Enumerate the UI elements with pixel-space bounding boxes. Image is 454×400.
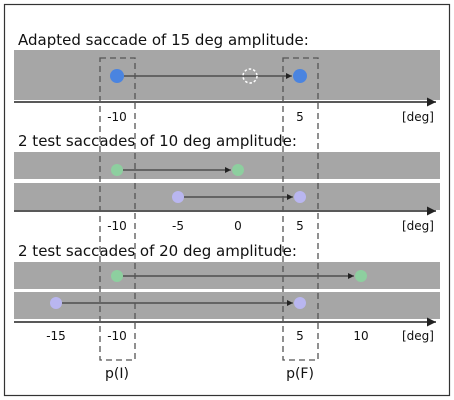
final-region-box	[282, 57, 319, 361]
tick-label: 5	[296, 110, 304, 124]
saccade-track	[14, 152, 440, 179]
saccade-track	[14, 292, 440, 319]
saccade-end-dot	[355, 270, 367, 282]
saccade-start-dot	[110, 69, 124, 83]
saccade-track	[14, 50, 440, 100]
initial-region-label: p(I)	[105, 366, 129, 382]
section-heading: 2 test saccades of 20 deg amplitude:	[18, 242, 297, 260]
original-target-marker	[242, 68, 258, 84]
saccade-end-dot	[232, 164, 244, 176]
tick-label: -10	[107, 110, 127, 124]
tick-label: -10	[107, 219, 127, 233]
axis-unit-label: [deg]	[402, 219, 434, 233]
section-adapted: Adapted saccade of 15 deg amplitude: -10…	[14, 31, 440, 124]
final-region-label: p(F)	[286, 366, 314, 382]
axis-unit-label: [deg]	[402, 110, 434, 124]
tick-label: -15	[46, 329, 66, 343]
tick-label: 5	[296, 329, 304, 343]
tick-label: 0	[234, 219, 242, 233]
saccade-start-dot	[172, 191, 184, 203]
saccade-start-dot	[111, 270, 123, 282]
tick-label: 10	[353, 329, 368, 343]
saccade-start-dot	[50, 297, 62, 309]
initial-region-box	[99, 57, 136, 361]
axis-unit-label: [deg]	[402, 329, 434, 343]
saccade-end-dot	[293, 69, 307, 83]
figure-frame	[3, 3, 451, 397]
section-heading: Adapted saccade of 15 deg amplitude:	[18, 31, 309, 49]
section-heading: 2 test saccades of 10 deg amplitude:	[18, 132, 297, 150]
saccade-end-dot	[294, 297, 306, 309]
tick-label: -5	[172, 219, 184, 233]
saccade-end-dot	[294, 191, 306, 203]
section-test-20: 2 test saccades of 20 deg amplitude: -15…	[14, 242, 440, 343]
tick-label: 5	[296, 219, 304, 233]
tick-label: -10	[107, 329, 127, 343]
saccade-start-dot	[111, 164, 123, 176]
section-test-10: 2 test saccades of 10 deg amplitude: -10…	[14, 132, 440, 233]
